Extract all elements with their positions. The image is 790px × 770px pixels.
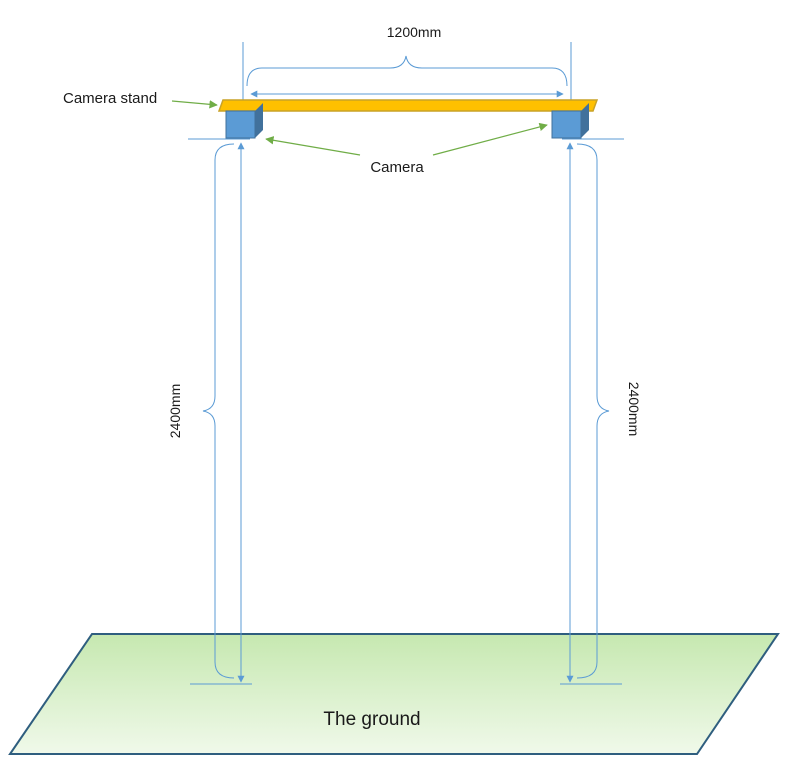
camera-stand-bar <box>217 99 599 112</box>
camera-pointer-right <box>432 122 548 156</box>
camera-pointer-left <box>265 136 361 156</box>
width-dimension-label: 1200mm <box>387 24 441 40</box>
height-left-label: 2400mm <box>167 384 183 438</box>
height-dimension-left: 2400mm <box>167 142 245 683</box>
camera-stand-pointer-arrow <box>171 100 218 109</box>
camera-stand-label: Camera stand <box>63 90 157 107</box>
ground-label: The ground <box>323 709 420 730</box>
ground-plane <box>8 633 780 755</box>
height-right-label: 2400mm <box>626 382 642 436</box>
camera-right <box>551 103 589 139</box>
width-dimension: 1200mm <box>242 24 572 100</box>
camera-label: Camera <box>370 159 424 176</box>
camera-left <box>225 103 263 139</box>
height-dimension-right: 2400mm <box>566 142 642 683</box>
